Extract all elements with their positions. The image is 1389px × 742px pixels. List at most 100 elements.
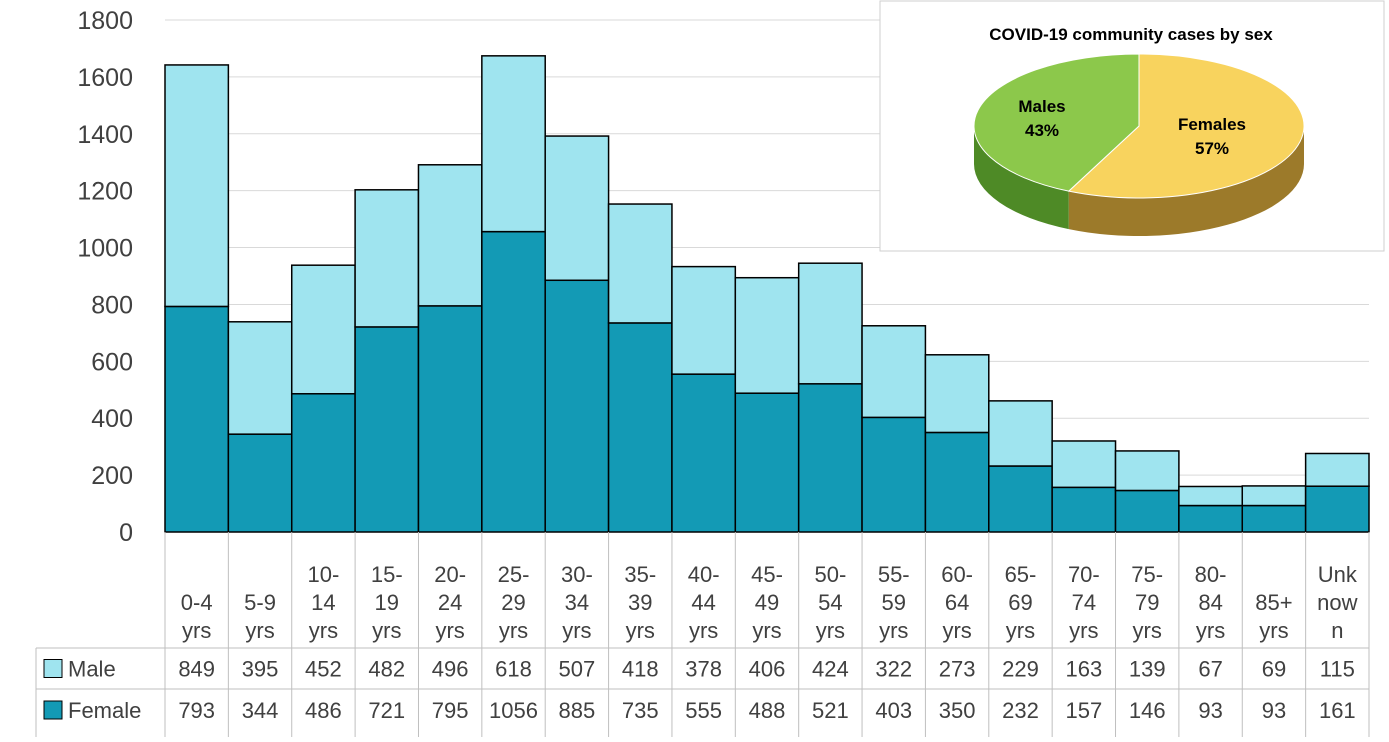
data-table-value: 618 bbox=[495, 657, 532, 682]
data-table-value: 273 bbox=[939, 657, 976, 682]
data-table-value: 793 bbox=[178, 698, 215, 723]
bar-male bbox=[417, 164, 483, 307]
y-tick-label: 1000 bbox=[77, 235, 133, 263]
category-label: yrs bbox=[435, 618, 464, 643]
category-label: now bbox=[1317, 590, 1357, 615]
bar-male bbox=[1241, 485, 1307, 507]
bar-female bbox=[1241, 504, 1307, 533]
category-label: yrs bbox=[1069, 618, 1098, 643]
y-tick-label: 400 bbox=[91, 405, 133, 433]
category-label: 60- bbox=[941, 562, 973, 587]
y-axis: 0 200 400 600 800 1000 1200 1400 1600 1800 bbox=[77, 7, 133, 547]
data-table-value: 555 bbox=[685, 698, 722, 723]
category-label: yrs bbox=[309, 618, 338, 643]
data-table-value: 885 bbox=[559, 698, 596, 723]
data-table-value: 67 bbox=[1198, 657, 1222, 682]
y-tick-label: 1400 bbox=[77, 121, 133, 149]
data-table-value: 424 bbox=[812, 657, 849, 682]
category-label: yrs bbox=[942, 618, 971, 643]
category-label: yrs bbox=[816, 618, 845, 643]
category-label: yrs bbox=[879, 618, 908, 643]
category-label: 10- bbox=[308, 562, 340, 587]
data-table-value: 418 bbox=[622, 657, 659, 682]
category-label: 29 bbox=[501, 590, 525, 615]
data-table-value: 795 bbox=[432, 698, 469, 723]
bar-female bbox=[1114, 489, 1180, 533]
bar-male bbox=[861, 325, 927, 419]
data-table-value: 146 bbox=[1129, 698, 1166, 723]
data-table-value: 721 bbox=[368, 698, 405, 723]
data-table-value: 163 bbox=[1065, 657, 1102, 682]
bar-male bbox=[290, 264, 356, 395]
data-table-value: 139 bbox=[1129, 657, 1166, 682]
bar-male bbox=[354, 189, 420, 328]
bar-male bbox=[164, 64, 230, 308]
category-label: 55- bbox=[878, 562, 910, 587]
pie-label-males: Males bbox=[1018, 97, 1065, 116]
bar-female bbox=[1178, 504, 1244, 533]
data-table-value: 378 bbox=[685, 657, 722, 682]
pie-side-males bbox=[974, 126, 1069, 230]
bar-male bbox=[1178, 485, 1244, 507]
bar-female bbox=[417, 305, 483, 533]
category-label: Unk bbox=[1318, 562, 1358, 587]
y-tick-label: 1800 bbox=[77, 7, 133, 35]
category-label: 25- bbox=[498, 562, 530, 587]
category-label: yrs bbox=[245, 618, 274, 643]
category-label: 19 bbox=[375, 590, 399, 615]
category-label: 30- bbox=[561, 562, 593, 587]
bar-male bbox=[544, 135, 610, 282]
bar-male bbox=[924, 354, 990, 434]
category-label: 79 bbox=[1135, 590, 1159, 615]
category-label: 59 bbox=[881, 590, 905, 615]
category-label: 50- bbox=[814, 562, 846, 587]
category-label: yrs bbox=[1196, 618, 1225, 643]
category-label: yrs bbox=[372, 618, 401, 643]
category-label: 15- bbox=[371, 562, 403, 587]
bar-male bbox=[1114, 450, 1180, 492]
category-label: yrs bbox=[1259, 618, 1288, 643]
data-table-value: 849 bbox=[178, 657, 215, 682]
category-label: 45- bbox=[751, 562, 783, 587]
data-table-value: 93 bbox=[1198, 698, 1222, 723]
legend-key-male bbox=[43, 659, 63, 678]
data-table-value: 406 bbox=[749, 657, 786, 682]
bar-female bbox=[797, 383, 863, 533]
category-label: 34 bbox=[565, 590, 589, 615]
category-label: 49 bbox=[755, 590, 779, 615]
bar-female bbox=[734, 392, 800, 533]
bar-female bbox=[861, 416, 927, 533]
category-label: 64 bbox=[945, 590, 969, 615]
bar-female bbox=[227, 433, 293, 533]
pie-side-females bbox=[1068, 126, 1304, 236]
category-label: n bbox=[1331, 618, 1343, 643]
category-label: 14 bbox=[311, 590, 335, 615]
category-label: yrs bbox=[1006, 618, 1035, 643]
y-tick-label: 0 bbox=[119, 519, 133, 547]
bar-female bbox=[1051, 486, 1117, 533]
data-table-value: 157 bbox=[1065, 698, 1102, 723]
bar-female bbox=[988, 465, 1053, 533]
data-table: 0-4 yrs 5-9 yrs 10- 14 yrs 15- 19 yrs 20- 24 yrs 25- 2… bbox=[35, 532, 1370, 737]
category-label: yrs bbox=[752, 618, 781, 643]
bars bbox=[164, 55, 1370, 533]
data-table-value: 482 bbox=[368, 657, 405, 682]
data-table-value: 93 bbox=[1262, 698, 1286, 723]
legend-label-female: Female bbox=[68, 698, 141, 723]
bar-male bbox=[988, 400, 1053, 467]
bar-male bbox=[1051, 440, 1117, 489]
data-table-value: 735 bbox=[622, 698, 659, 723]
category-label: yrs bbox=[1133, 618, 1162, 643]
category-label: 20- bbox=[434, 562, 466, 587]
category-label: 70- bbox=[1068, 562, 1100, 587]
category-label: 5-9 bbox=[244, 590, 276, 615]
bar-male bbox=[734, 276, 800, 394]
bar-female bbox=[354, 326, 420, 533]
data-table-value: 322 bbox=[875, 657, 912, 682]
category-label: yrs bbox=[626, 618, 655, 643]
bar-female bbox=[607, 322, 673, 533]
pie-label-females: Females bbox=[1178, 115, 1246, 134]
data-table-value: 1056 bbox=[489, 698, 538, 723]
